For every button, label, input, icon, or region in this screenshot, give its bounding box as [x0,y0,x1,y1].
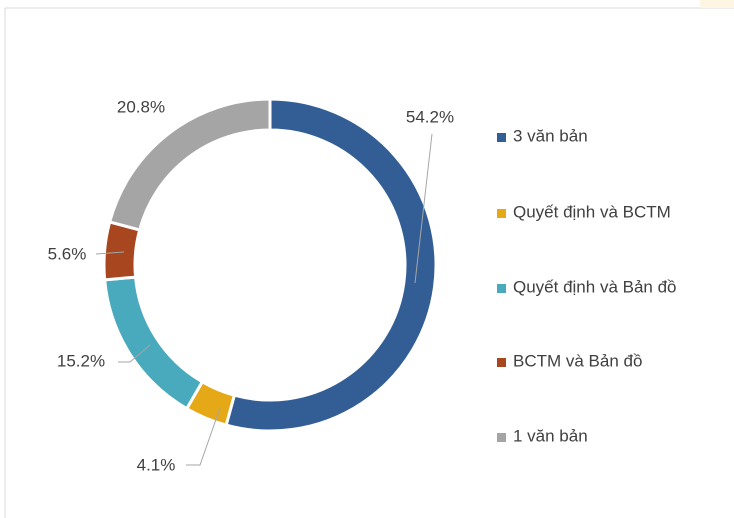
leader-line [95,251,125,255]
leader-line [414,133,433,284]
legend-label: Quyết định và Bản đồ [513,277,677,296]
slice [224,97,438,433]
data-label: 5.6% [48,244,87,263]
legend-swatch [497,133,506,142]
legend-swatch [497,209,506,218]
legend-swatch [497,358,506,367]
data-label: 54.2% [406,107,454,126]
slice [102,220,142,282]
data-label: 20.8% [117,97,165,116]
slice [107,97,272,232]
legend-label: 3 văn bản [513,126,588,145]
legend-swatch [497,284,506,293]
data-label: 15.2% [57,351,105,370]
legend-label: 1 văn bản [513,426,588,445]
data-label: 4.1% [137,455,176,474]
legend-label: Quyết định và BCTM [513,202,671,221]
legend-swatch [497,433,506,442]
leader-line [186,407,221,466]
legend-label: BCTM và Bản đồ [513,351,642,370]
corner [700,0,734,8]
leader-line [118,344,151,363]
